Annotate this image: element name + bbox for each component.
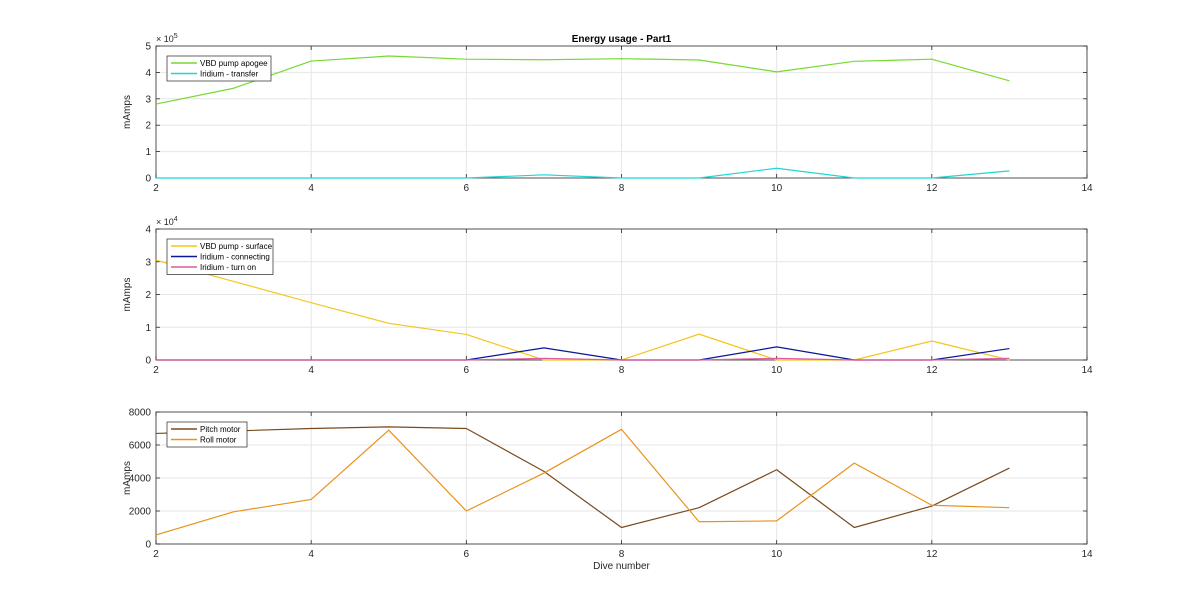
x-tick-label: 10 bbox=[771, 365, 783, 376]
y-tick-label: 0 bbox=[145, 540, 151, 551]
x-tick-label: 4 bbox=[308, 183, 314, 194]
y-tick-label: 3 bbox=[145, 257, 151, 268]
x-axis-label: Dive number bbox=[593, 561, 650, 572]
x-tick-label: 12 bbox=[926, 365, 938, 376]
y-exponent-base: × 10 bbox=[156, 217, 174, 227]
y-exponent-label: × 105 bbox=[156, 33, 178, 44]
x-tick-label: 14 bbox=[1081, 365, 1093, 376]
legend: VBD pump apogee Iridium - transfer bbox=[166, 55, 272, 82]
x-tick-label: 4 bbox=[308, 549, 314, 560]
x-tick-label: 6 bbox=[464, 183, 470, 194]
y-axis-label: mAmps bbox=[122, 95, 133, 129]
legend: Pitch motor Roll motor bbox=[166, 421, 248, 448]
series-line-1 bbox=[155, 55, 1010, 105]
x-tick-label: 2 bbox=[153, 365, 159, 376]
chart-title: Energy usage - Part1 bbox=[572, 34, 672, 45]
y-tick-label: 1 bbox=[145, 147, 151, 158]
y-tick-label: 5 bbox=[145, 42, 151, 53]
x-tick-label: 8 bbox=[619, 549, 625, 560]
x-tick-label: 2 bbox=[153, 183, 159, 194]
y-exponent-base: × 10 bbox=[156, 34, 174, 44]
y-tick-label: 6000 bbox=[129, 441, 152, 452]
y-axis-label: mAmps bbox=[122, 461, 133, 495]
legend-entry: Iridium - turn on bbox=[200, 263, 256, 272]
x-tick-label: 12 bbox=[926, 183, 938, 194]
series-line-3 bbox=[156, 357, 1010, 361]
y-exponent-power: 5 bbox=[174, 33, 178, 40]
legend-entry: Iridium - transfer bbox=[200, 70, 259, 79]
y-tick-label: 0 bbox=[145, 356, 151, 367]
y-tick-label: 1 bbox=[145, 323, 151, 334]
legend-box bbox=[166, 55, 272, 82]
x-tick-label: 10 bbox=[771, 549, 783, 560]
x-tick-label: 14 bbox=[1081, 549, 1093, 560]
series-line-2 bbox=[155, 428, 1010, 536]
subplot-3: 2 4 6 8 10 12 14 0 2000 4000 6000 8000 mAmps Dive num… bbox=[122, 408, 1093, 573]
y-tick-label: 0 bbox=[145, 174, 151, 185]
y-tick-label: 3 bbox=[145, 94, 151, 105]
y-tick-label: 2 bbox=[145, 290, 151, 301]
y-tick-label: 4 bbox=[145, 68, 151, 79]
series-line-1 bbox=[155, 259, 1010, 361]
x-tick-label: 12 bbox=[926, 549, 938, 560]
y-tick-label: 2 bbox=[145, 121, 151, 132]
x-tick-label: 2 bbox=[153, 549, 159, 560]
x-tick-label: 10 bbox=[771, 183, 783, 194]
series-line-1 bbox=[155, 426, 1010, 529]
y-tick-label: 4000 bbox=[129, 474, 152, 485]
legend-box bbox=[166, 421, 248, 448]
legend-entry: Iridium - connecting bbox=[200, 253, 270, 262]
legend-entry: VBD pump apogee bbox=[200, 59, 268, 68]
x-tick-label: 4 bbox=[308, 365, 314, 376]
x-tick-label: 14 bbox=[1081, 183, 1093, 194]
legend-entry: Pitch motor bbox=[200, 425, 241, 434]
x-tick-label: 8 bbox=[619, 365, 625, 376]
y-tick-label: 4 bbox=[145, 225, 151, 236]
y-tick-label: 2000 bbox=[129, 507, 152, 518]
y-axis-label: mAmps bbox=[122, 278, 133, 312]
x-tick-label: 8 bbox=[619, 183, 625, 194]
legend: VBD pump - surface Iridium - connectingIr… bbox=[166, 238, 274, 275]
legend-entry: Roll motor bbox=[200, 436, 237, 445]
y-exponent-label: × 104 bbox=[156, 216, 178, 227]
y-tick-label: 8000 bbox=[129, 408, 152, 419]
series-line-2 bbox=[156, 167, 1010, 179]
y-exponent-power: 4 bbox=[174, 216, 178, 223]
x-tick-label: 6 bbox=[464, 365, 470, 376]
x-tick-label: 6 bbox=[464, 549, 470, 560]
legend-entry: VBD pump - surface bbox=[200, 242, 273, 251]
